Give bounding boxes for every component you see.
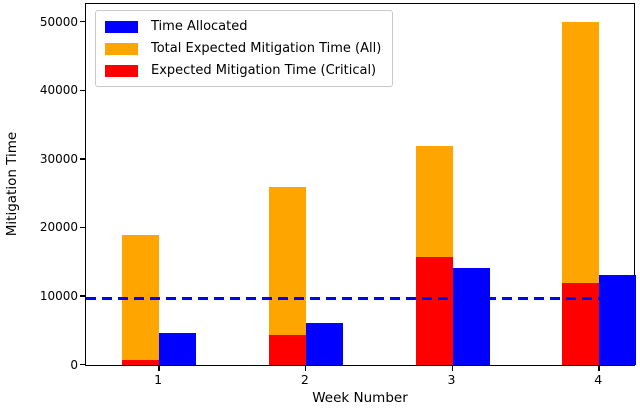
legend-label-3: Expected Mitigation Time (Critical) (151, 63, 377, 78)
y-tick-mark-30000 (80, 158, 85, 160)
y-tick-label-30000: 30000 (39, 151, 78, 166)
y-tick-mark-50000 (80, 20, 85, 23)
legend-item-2: Total Expected Mitigation Time (All) (105, 41, 381, 56)
bar-time-allocated-week-2 (305, 322, 343, 365)
y-tick-mark-10000 (80, 295, 85, 297)
plot-area: Time Allocated Total Expected Mitigation … (85, 3, 637, 366)
y-tick-label-50000: 50000 (39, 14, 78, 29)
bar-critical-expected-week-1 (122, 360, 160, 365)
y-tick-label-0: 0 (70, 357, 78, 372)
allocated-threshold-line (86, 297, 634, 300)
y-tick-mark-0 (80, 363, 85, 366)
legend-swatch-1 (105, 20, 138, 33)
legend-swatch-2 (105, 42, 138, 55)
x-tick-label-week-2: 2 (300, 372, 309, 387)
bar-critical-expected-week-2 (268, 334, 306, 365)
y-tick-label-20000: 20000 (39, 220, 78, 235)
x-tick-mark-week-1 (158, 366, 160, 371)
y-tick-mark-40000 (80, 89, 85, 91)
x-tick-label-week-4: 4 (594, 372, 603, 387)
legend-label-1: Time Allocated (151, 19, 248, 34)
legend: Time Allocated Total Expected Mitigation … (95, 10, 394, 87)
bar-critical-expected-week-3 (415, 257, 453, 365)
x-tick-mark-week-4 (598, 366, 600, 371)
legend-label-2: Total Expected Mitigation Time (All) (151, 41, 382, 56)
y-tick-label-40000: 40000 (39, 83, 78, 98)
bar-time-allocated-week-4 (599, 274, 637, 365)
x-tick-mark-week-2 (304, 366, 307, 371)
legend-item-3: Expected Mitigation Time (Critical) (105, 63, 381, 78)
bar-critical-expected-week-4 (562, 282, 600, 365)
bar-time-allocated-week-3 (452, 267, 490, 365)
x-tick-label-week-3: 3 (447, 372, 456, 387)
x-axis-label: Week Number (312, 390, 408, 406)
bar-time-allocated-week-1 (159, 332, 197, 365)
x-tick-mark-week-3 (451, 366, 453, 371)
y-tick-mark-20000 (80, 226, 85, 229)
legend-item-1: Time Allocated (105, 19, 381, 34)
y-tick-label-10000: 10000 (39, 288, 78, 303)
legend-swatch-3 (105, 64, 138, 77)
x-tick-label-week-1: 1 (154, 372, 163, 387)
